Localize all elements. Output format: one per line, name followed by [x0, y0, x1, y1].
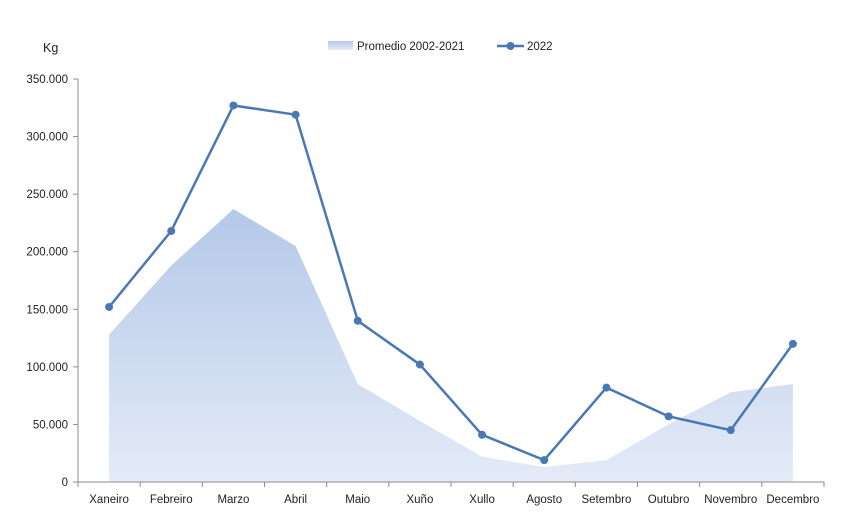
x-tick-label: Xuño: [406, 494, 433, 506]
y-tick-label: 0: [62, 477, 68, 489]
y-tick-labels: 0 50.000 100.000 150.000 200.000 250.000 300.0…: [26, 74, 68, 489]
line-point-2022: [788, 339, 797, 348]
y-tick-label: 200.000: [26, 247, 68, 259]
line-point-2022: [105, 302, 114, 311]
line-point-2022: [726, 426, 735, 435]
x-tick-label: Abril: [284, 494, 307, 506]
x-tick-label: Setembro: [581, 494, 631, 506]
x-tick-label: Febreiro: [150, 494, 193, 506]
x-tick-label: Novembro: [704, 494, 757, 506]
y-tick-label: 150.000: [26, 304, 68, 316]
area-series-layer: [109, 209, 793, 482]
line-point-2022: [540, 456, 549, 465]
y-tick-label: 50.000: [33, 419, 68, 431]
line-point-2022: [664, 412, 673, 421]
legend-label-promedio: Promedio 2002-2021: [357, 41, 464, 53]
line-point-2022: [229, 101, 238, 110]
line-point-2022: [167, 226, 176, 235]
legend-swatch-2022-marker: [506, 42, 515, 50]
x-tick-label: Xullo: [469, 494, 495, 506]
x-tick-labels: Xaneiro Febreiro Marzo Abril Maio Xuño Xullo Ag…: [89, 494, 819, 506]
y-tick-label: 100.000: [26, 362, 68, 374]
line-point-2022: [291, 110, 300, 119]
y-tick-label: 300.000: [26, 132, 68, 144]
line-point-2022: [415, 360, 424, 369]
axes: [73, 78, 825, 487]
y-tick-label: 350.000: [26, 74, 68, 86]
area-series-promedio: [109, 209, 793, 482]
line-series-2022: [108, 104, 794, 462]
x-tick-label: Xaneiro: [89, 494, 129, 506]
x-tick-label: Maio: [345, 494, 370, 506]
x-tick-label: Marzo: [217, 494, 249, 506]
line-series-layer: [105, 101, 797, 465]
x-tick-label: Agosto: [526, 494, 562, 506]
legend-label-2022: 2022: [527, 41, 553, 53]
line-point-2022: [602, 383, 611, 392]
x-tick-label: Outubro: [648, 494, 690, 506]
legend: Promedio 2002-2021 2022: [328, 41, 553, 53]
legend-swatch-promedio: [328, 41, 353, 50]
y-tick-label: 250.000: [26, 189, 68, 201]
line-point-2022: [478, 430, 487, 439]
line-point-2022: [353, 316, 362, 325]
x-tick-label: Decembro: [766, 494, 819, 506]
y-axis-title: Kg: [43, 41, 58, 55]
